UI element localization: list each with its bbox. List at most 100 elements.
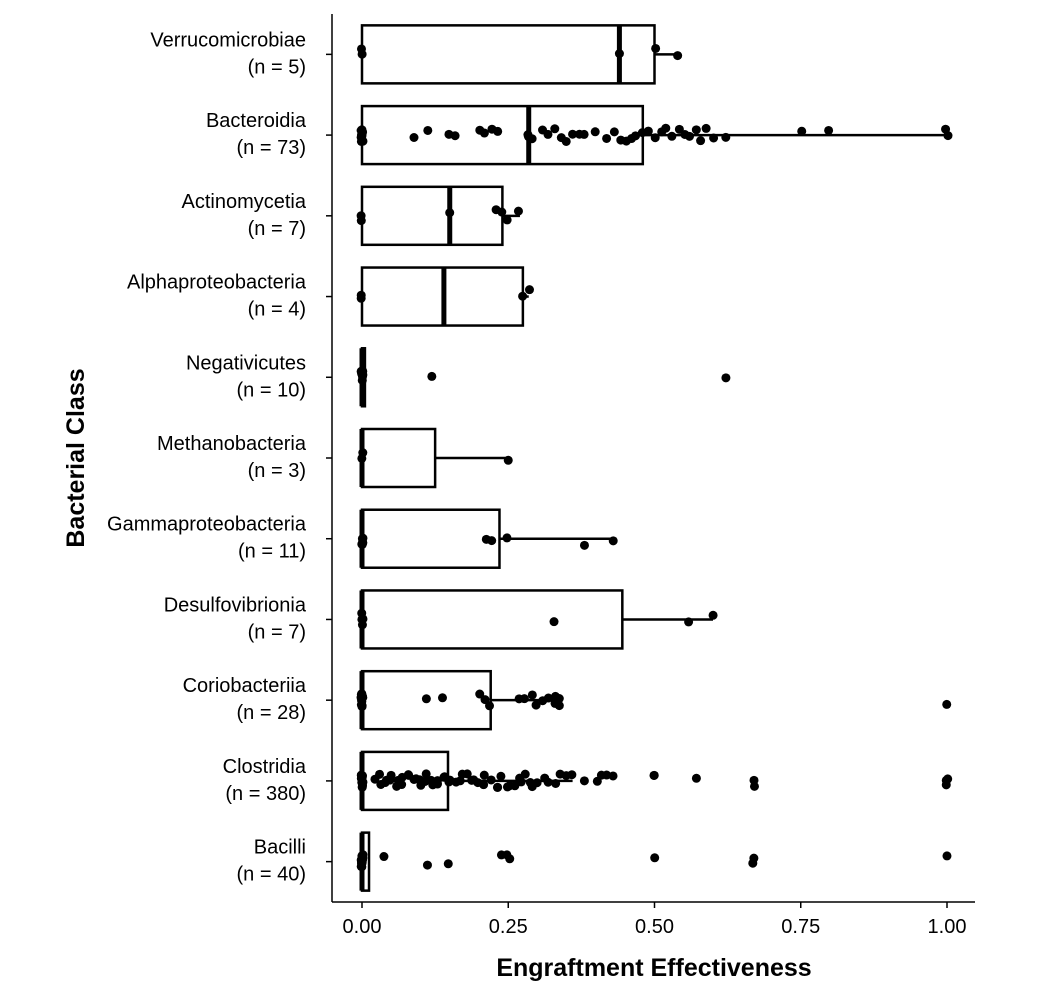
- data-point: [531, 700, 541, 710]
- category-count-label: (n = 4): [248, 299, 306, 321]
- data-point: [649, 770, 659, 780]
- category-label: Bacilli: [254, 837, 306, 859]
- data-point: [450, 131, 460, 141]
- category-count-label: (n = 7): [248, 621, 306, 643]
- data-point: [554, 701, 564, 711]
- data-point: [437, 693, 447, 703]
- box-rect: [360, 589, 624, 650]
- data-point: [942, 699, 952, 709]
- category-label: Gammaproteobacteria: [107, 514, 307, 536]
- category-group: [359, 589, 713, 650]
- data-point: [524, 285, 534, 295]
- data-point: [942, 851, 952, 861]
- data-point: [409, 132, 419, 142]
- data-point: [409, 774, 419, 784]
- data-point: [496, 771, 506, 781]
- points-layer: [356, 43, 953, 872]
- data-point: [356, 44, 366, 54]
- data-point: [356, 136, 366, 146]
- box-rect: [360, 104, 645, 166]
- data-point: [358, 448, 368, 458]
- category-count-label: (n = 11): [238, 541, 306, 563]
- data-point: [479, 780, 489, 790]
- category-count-label: (n = 5): [248, 56, 306, 78]
- category-count-label: (n = 28): [237, 702, 306, 724]
- data-point: [554, 694, 564, 704]
- data-point: [502, 215, 512, 225]
- data-point: [515, 773, 525, 783]
- data-point: [445, 208, 455, 218]
- data-point: [486, 775, 496, 785]
- data-point: [579, 540, 589, 550]
- data-point: [631, 131, 641, 141]
- category-group: [360, 185, 520, 247]
- data-point: [469, 775, 479, 785]
- data-point: [579, 776, 589, 786]
- data-point: [943, 131, 953, 141]
- category-label: Verrucomicrobiae: [150, 29, 306, 51]
- data-point: [423, 125, 433, 135]
- data-point: [513, 206, 523, 216]
- data-point: [479, 128, 489, 138]
- box-rect: [360, 508, 501, 569]
- data-point: [691, 125, 701, 135]
- category-label: Negativicutes: [186, 352, 306, 374]
- category-count-label: (n = 10): [237, 379, 306, 401]
- category-label: Bacteroidia: [206, 110, 307, 132]
- data-point: [608, 771, 618, 781]
- data-point: [941, 780, 951, 790]
- category-label: Actinomycetia: [182, 191, 307, 213]
- data-point: [421, 769, 431, 779]
- data-point: [379, 852, 389, 862]
- data-point: [602, 133, 612, 143]
- data-point: [445, 775, 455, 785]
- data-point: [561, 136, 571, 146]
- data-point: [608, 536, 618, 546]
- data-point: [543, 777, 553, 787]
- data-point: [643, 126, 653, 136]
- x-axis-title: Engraftment Effectiveness: [496, 954, 811, 982]
- data-point: [749, 853, 759, 863]
- box-rect: [360, 24, 656, 85]
- data-point: [357, 366, 367, 376]
- data-point: [691, 773, 701, 783]
- data-point: [684, 617, 694, 627]
- data-point: [567, 770, 577, 780]
- data-point: [797, 126, 807, 136]
- data-point: [527, 782, 537, 792]
- category-group: [360, 24, 678, 85]
- data-point: [650, 853, 660, 863]
- data-point: [609, 127, 619, 137]
- category-label: Alphaproteobacteria: [127, 272, 307, 294]
- data-point: [543, 693, 553, 703]
- data-point: [667, 131, 677, 141]
- data-point: [487, 536, 497, 546]
- category-count-label: (n = 73): [237, 137, 306, 159]
- data-point: [568, 129, 578, 139]
- data-point: [614, 49, 624, 59]
- data-point: [502, 533, 512, 543]
- data-point: [749, 781, 759, 791]
- data-point: [685, 131, 695, 141]
- x-tick-label: 0.25: [489, 916, 528, 938]
- data-point: [527, 690, 537, 700]
- data-point: [701, 123, 711, 133]
- category-label: Methanobacteria: [157, 433, 307, 455]
- data-point: [457, 769, 467, 779]
- box-rect: [360, 427, 437, 489]
- category-label: Desulfovibrionia: [164, 594, 307, 616]
- data-point: [709, 133, 719, 143]
- data-point: [518, 291, 528, 301]
- data-point: [380, 778, 390, 788]
- data-point: [502, 782, 512, 792]
- data-point: [661, 123, 671, 133]
- data-point: [519, 694, 529, 704]
- data-point: [422, 860, 432, 870]
- category-group: [359, 427, 509, 489]
- category-label: Coriobacteriia: [183, 675, 307, 697]
- axes-layer: Verrucomicrobiae (n = 5) Bacteroidia (n = 7…: [107, 14, 975, 938]
- data-point: [357, 695, 367, 705]
- data-point: [550, 124, 560, 134]
- data-point: [356, 861, 366, 871]
